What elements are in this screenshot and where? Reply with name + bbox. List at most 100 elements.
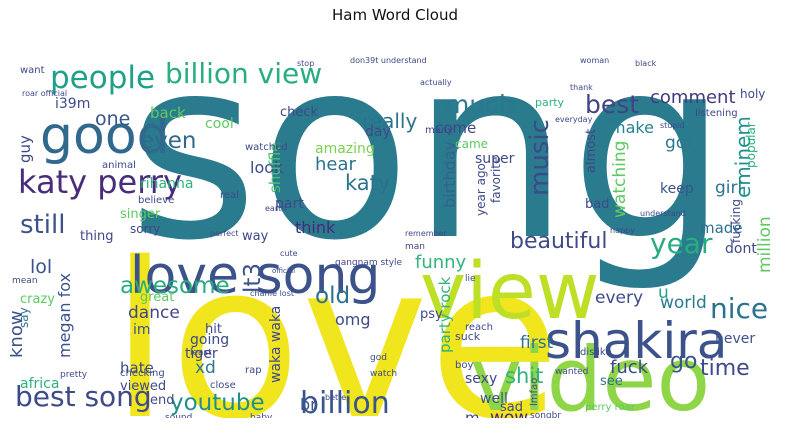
word-wow: wow — [490, 408, 528, 418]
word-music: music — [525, 119, 555, 196]
word-listening: listening — [695, 108, 738, 119]
word-shakira: shakira — [545, 312, 727, 370]
word-holy: holy — [740, 87, 765, 101]
word-sound: sound — [165, 413, 192, 418]
word-year-ago: year ago — [474, 163, 488, 216]
word-love: love — [110, 216, 561, 418]
word-many: many — [425, 125, 453, 136]
word-super: super — [475, 151, 515, 167]
word-old: old — [315, 283, 350, 309]
word-xd: xd — [195, 358, 216, 378]
word-happy: happy — [610, 226, 635, 235]
word-one: one — [95, 108, 130, 130]
word-songbr: songbr — [530, 411, 561, 418]
chart-title: Ham Word Cloud — [331, 6, 459, 24]
word-view: view — [420, 247, 600, 337]
word-hit: hit — [205, 322, 222, 337]
word-funny: funny — [415, 252, 467, 273]
word-cute: cute — [280, 249, 298, 258]
word-fucking: fucking — [729, 199, 743, 243]
word-keep: keep — [660, 181, 694, 197]
word-stop: stop — [297, 59, 314, 68]
word-end: end — [150, 393, 175, 408]
word-come: come — [435, 119, 476, 137]
word-think: think — [295, 218, 336, 237]
word-official: official — [272, 267, 295, 275]
word-people: people — [50, 60, 155, 96]
word-best: best — [585, 90, 639, 119]
word-mean: mean — [12, 276, 38, 286]
word-came: came — [455, 137, 488, 151]
word-time: time — [700, 356, 750, 381]
word-megan-fox: megan fox — [55, 273, 74, 358]
word-say: say — [17, 307, 31, 328]
word-made: made — [700, 219, 743, 237]
word-going: going — [190, 332, 229, 348]
word-dance: dance — [128, 303, 180, 323]
word-popular: popular — [744, 122, 758, 168]
word-black: black — [635, 59, 657, 68]
word-wanted: wanted — [555, 367, 588, 377]
word-katy: katy — [345, 171, 390, 195]
word-baby: baby — [250, 413, 273, 418]
word-billion-view: billion view — [165, 57, 322, 90]
word-earth: earth — [265, 204, 286, 213]
word-br: br — [300, 395, 317, 414]
word-charlie-lost: charlie lost — [250, 289, 294, 298]
word-lie: lie — [465, 274, 476, 284]
word-nice: nice — [710, 292, 768, 325]
word-never: never — [715, 331, 755, 347]
word-want: want — [20, 65, 45, 76]
word-way: way — [242, 229, 269, 244]
word-close: close — [210, 380, 236, 391]
word-billion: billion — [300, 386, 390, 418]
word-song: song — [128, 28, 728, 295]
word-gangnam-style: gangnam style — [335, 258, 403, 268]
word-africa: africa — [20, 376, 59, 392]
word-m: m — [465, 409, 480, 418]
word-better: better — [325, 393, 350, 402]
word-part: part — [275, 196, 304, 212]
word-don39t-understand: don39t understand — [350, 56, 427, 65]
word-video: video — [470, 328, 710, 418]
word-least: least — [190, 348, 212, 358]
word-fuck: fuck — [610, 357, 649, 378]
word-checking: checking — [120, 368, 165, 379]
word-stupid: stupid — [660, 121, 685, 130]
word-eminem: eminem — [731, 116, 755, 198]
word-awesome: awesome — [120, 273, 230, 299]
word-lmfao: lmfao — [529, 378, 540, 406]
word-girl: girl — [715, 178, 742, 198]
word-watch: watch — [370, 369, 397, 379]
word-youtube: youtube — [170, 390, 265, 416]
word-much: much — [445, 90, 515, 119]
word-look: look — [250, 158, 284, 177]
word-perry-roar: perry roar — [585, 402, 636, 413]
word-watching: watching — [610, 141, 630, 218]
word-hate: hate — [120, 359, 154, 377]
word-real: real — [220, 190, 239, 201]
word-amazing: amazing — [315, 141, 375, 157]
word-bad: bad — [585, 197, 609, 212]
word-watched: watched — [245, 142, 288, 153]
word-dislike: dislike — [580, 347, 611, 358]
word-great: great — [140, 290, 174, 305]
word-psy: psy — [420, 307, 443, 322]
word-omg: omg — [335, 310, 371, 329]
word-every: every — [595, 288, 643, 308]
word-remember: remember — [405, 229, 448, 238]
word-know: know — [10, 310, 27, 358]
word-day: day — [365, 124, 391, 140]
word-animal: animal — [102, 160, 136, 171]
word-rihanna: rihanna — [140, 176, 193, 192]
word-see: see — [600, 374, 623, 389]
word-thing: thing — [80, 229, 113, 244]
word-make: make — [610, 118, 654, 137]
word-beautiful: beautiful — [510, 229, 607, 254]
word-lt3: lt3 — [240, 263, 266, 293]
word-million: million — [755, 216, 775, 273]
word-viewed: viewed — [120, 379, 166, 394]
word-actually: actually — [420, 78, 452, 87]
word-sad: sad — [500, 400, 523, 415]
